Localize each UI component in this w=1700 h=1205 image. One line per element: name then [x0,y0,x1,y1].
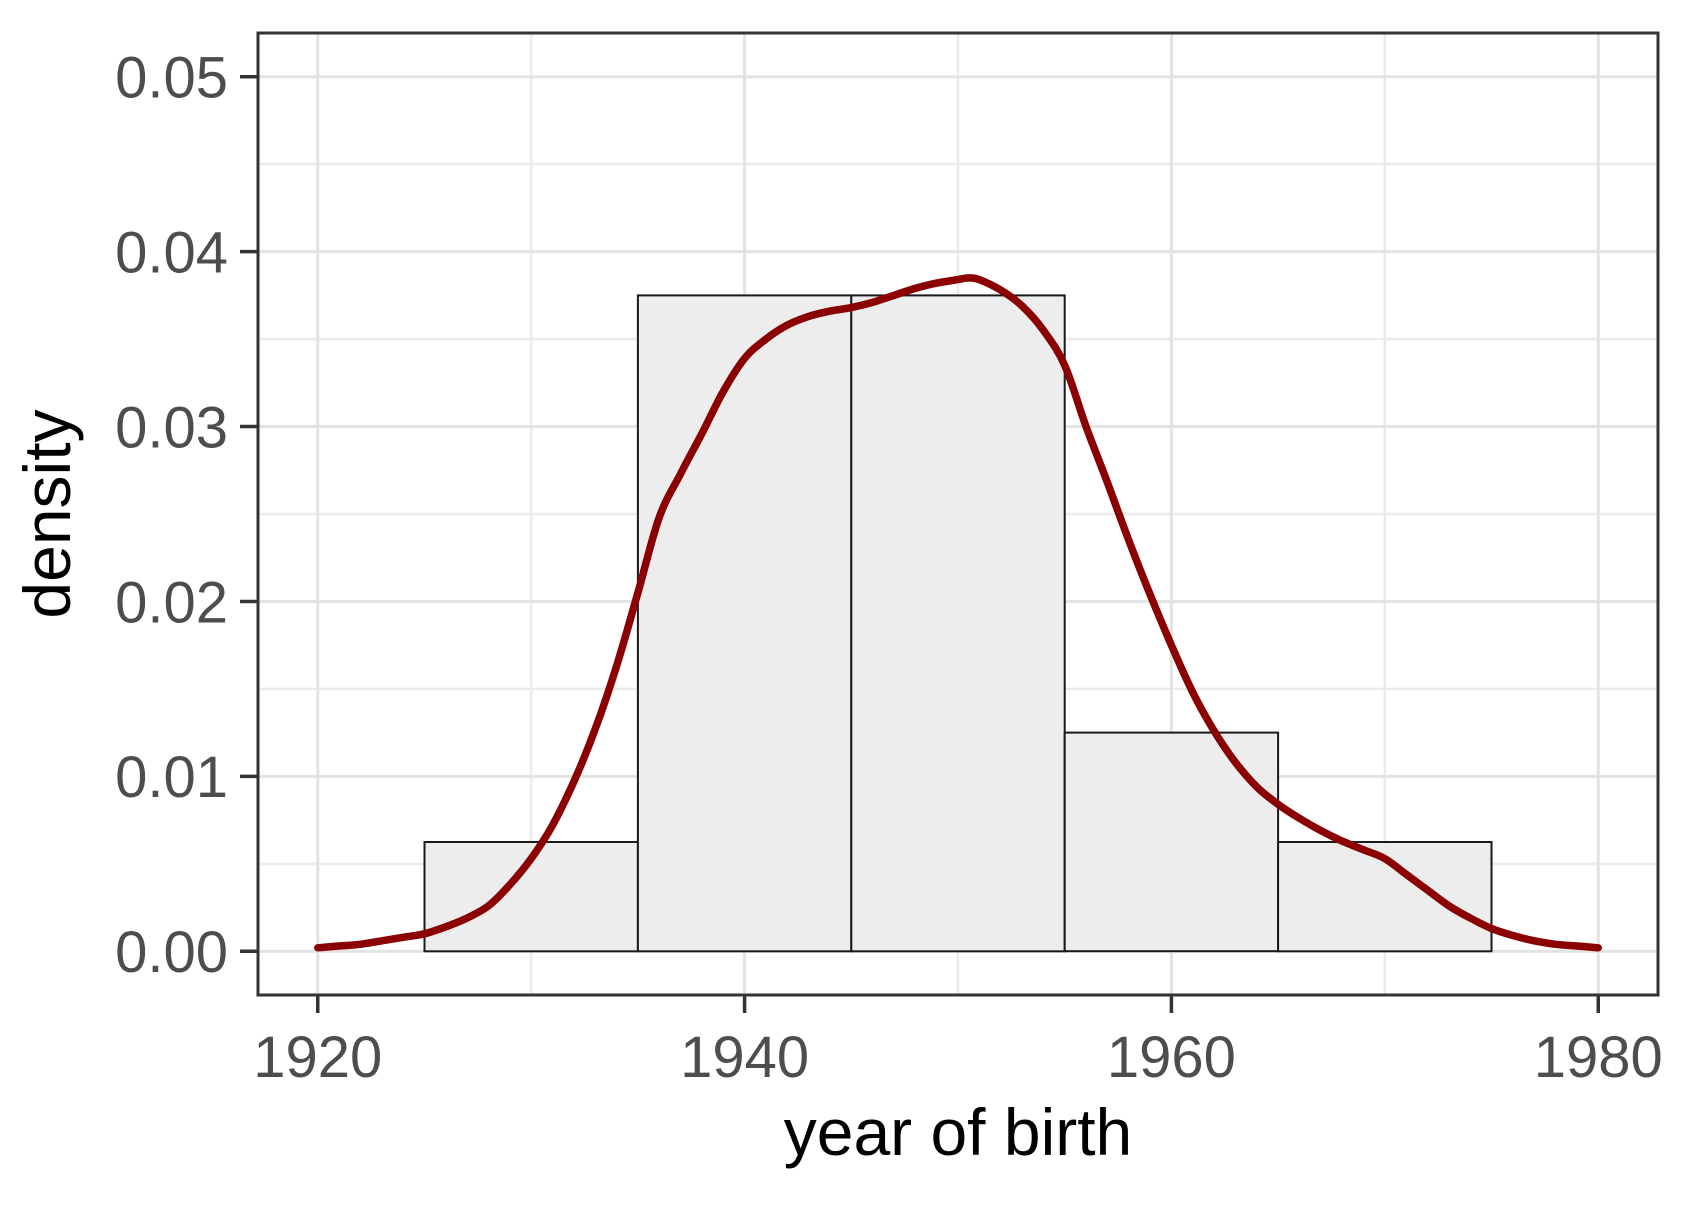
y-axis-title: density [10,409,84,618]
panel-border [256,31,1660,997]
y-tick-label: 0.04 [115,221,228,286]
histogram-bar [636,294,853,953]
x-tick-label: 1980 [1534,1025,1663,1090]
y-tick-label: 0.05 [115,46,228,111]
x-tick-label: 1920 [253,1025,382,1090]
y-axis-tick-labels: 0.00 0.01 0.02 0.03 0.04 0.05 [115,46,228,986]
y-tick-label: 0.02 [115,570,228,635]
x-axis-tick-labels: 1920 1940 1960 1980 [253,1025,1663,1090]
y-tick-label: 0.03 [115,395,228,460]
x-axis-title: year of birth [784,1095,1133,1169]
x-tick-label: 1940 [680,1025,809,1090]
density-curve-group [314,274,1602,952]
x-tick-label: 1960 [1107,1025,1236,1090]
y-tick-label: 0.01 [115,745,228,810]
density-curve [314,274,1602,952]
histogram-bar [850,294,1066,953]
histogram-bar [1063,731,1280,953]
y-axis-tick-marks [240,74,258,954]
x-axis-tick-marks [316,995,1600,1013]
y-tick-label: 0.00 [115,920,228,985]
histogram-bars [423,294,1493,953]
